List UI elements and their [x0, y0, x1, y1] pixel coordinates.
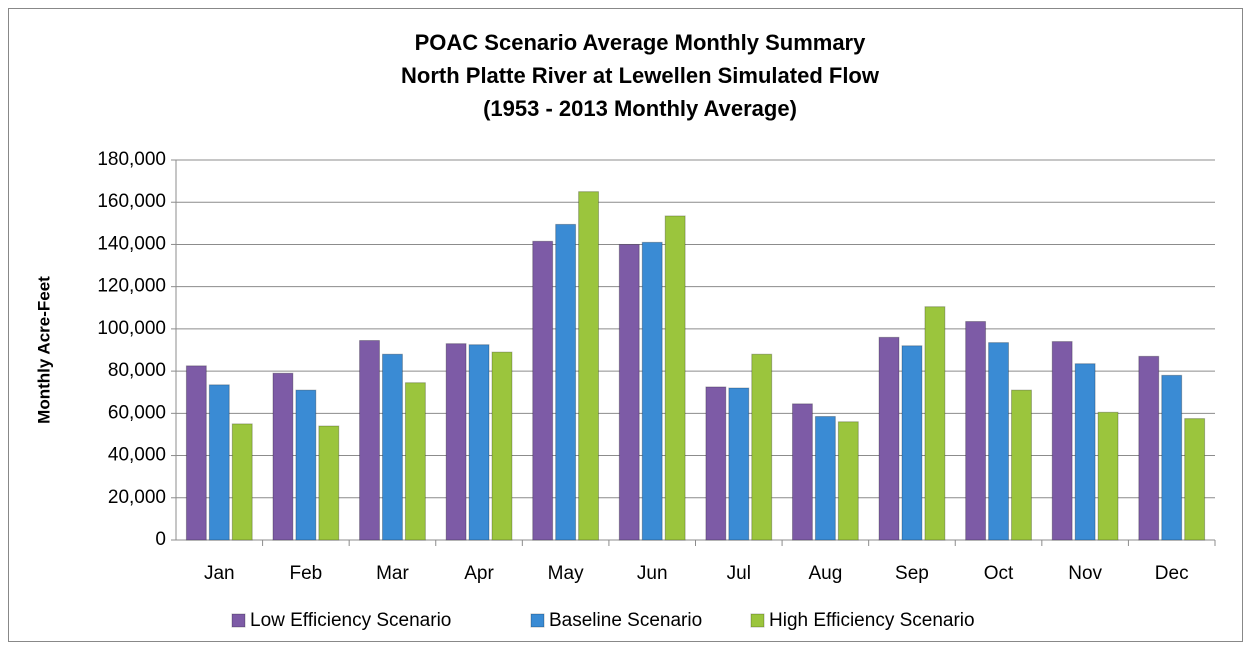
bar [468, 344, 490, 541]
bar [901, 345, 923, 541]
bar [359, 340, 380, 541]
y-tick-label: 40,000 [108, 445, 166, 466]
y-tick-label: 0 [155, 529, 166, 550]
bar [1074, 363, 1096, 541]
bar [1011, 389, 1032, 541]
x-tick-label: Sep [895, 563, 929, 584]
legend-swatch [231, 613, 246, 628]
bar [231, 423, 253, 541]
y-tick-label: 80,000 [108, 360, 166, 381]
bar [814, 416, 836, 541]
bar [751, 353, 773, 541]
bar [185, 365, 207, 541]
y-tick-label: 120,000 [97, 276, 166, 297]
legend-label: Baseline Scenario [549, 610, 702, 631]
x-tick-label: Oct [984, 563, 1014, 584]
bar [664, 215, 686, 541]
bar [1097, 411, 1119, 541]
bar [404, 382, 426, 541]
bar [295, 389, 317, 541]
bar [728, 387, 750, 541]
x-tick-label: Jan [204, 563, 235, 584]
bar [705, 386, 727, 541]
y-tick-label: 60,000 [108, 402, 166, 423]
legend-swatch [750, 613, 765, 628]
bar [965, 321, 987, 541]
y-tick-label: 160,000 [97, 191, 166, 212]
x-tick-label: Dec [1155, 563, 1189, 584]
y-tick-label: 140,000 [97, 233, 166, 254]
bar [532, 240, 554, 541]
bar [382, 353, 403, 541]
bar [1184, 418, 1206, 541]
legend-label: Low Efficiency Scenario [250, 610, 451, 631]
chart-title: (1953 - 2013 Monthly Average) [483, 96, 797, 121]
bar [878, 336, 900, 541]
y-tick-label: 100,000 [97, 318, 166, 339]
y-tick-label: 180,000 [97, 149, 166, 170]
bar [272, 372, 294, 541]
bar [791, 403, 813, 541]
bar [924, 306, 946, 541]
bar [578, 191, 600, 541]
bar [491, 351, 513, 541]
bar [208, 384, 230, 541]
x-tick-label: May [548, 563, 584, 584]
chart-title: POAC Scenario Average Monthly Summary [415, 30, 866, 55]
bar [318, 425, 340, 541]
x-tick-label: Jun [637, 563, 668, 584]
legend-swatch [530, 613, 545, 628]
bar [555, 223, 577, 541]
x-tick-label: Nov [1068, 563, 1102, 584]
bar [641, 241, 663, 541]
y-tick-label: 20,000 [108, 487, 166, 508]
bar [445, 343, 467, 541]
bar [837, 421, 859, 541]
y-axis-label: Monthly Acre-Feet [34, 276, 53, 424]
x-tick-label: Feb [290, 563, 323, 584]
bar [1138, 355, 1160, 541]
x-tick-label: Apr [464, 563, 494, 584]
x-tick-label: Mar [376, 563, 409, 584]
bar [1161, 374, 1183, 541]
bar [988, 342, 1009, 541]
bar [1051, 341, 1073, 541]
chart-title: North Platte River at Lewellen Simulated… [401, 63, 880, 88]
x-tick-label: Jul [727, 563, 751, 584]
x-tick-label: Aug [808, 563, 842, 584]
legend-label: High Efficiency Scenario [769, 610, 975, 631]
bar [618, 243, 640, 541]
